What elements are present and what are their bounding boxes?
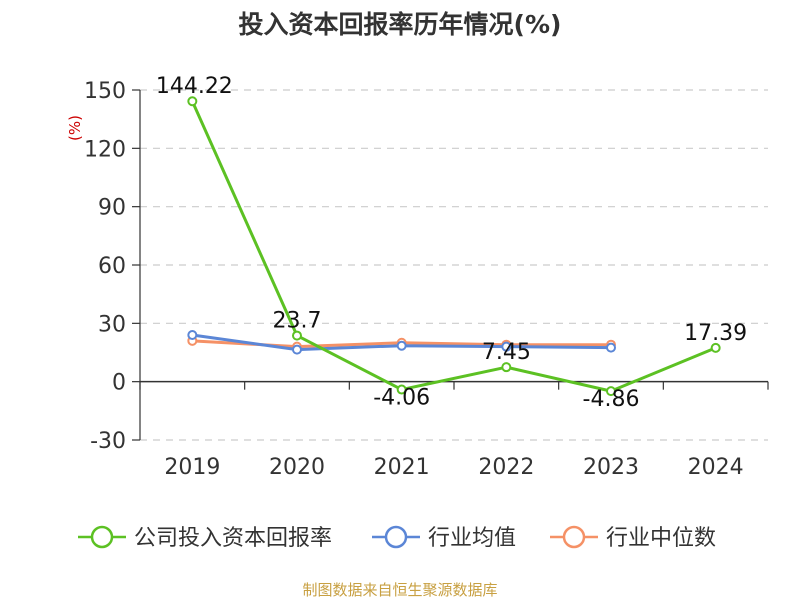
- legend-item[interactable]: 行业中位数: [550, 525, 716, 551]
- series-group: [187, 96, 721, 397]
- data-point: [396, 340, 407, 351]
- data-labels: 144.22 23.7 -4.06 7.45 -4.86 17.39: [156, 74, 747, 412]
- legend-label: 行业中位数: [606, 526, 716, 551]
- series-line: [190, 100, 717, 393]
- legend-label: 公司投入资本回报率: [134, 526, 332, 551]
- y-tick-label: 0: [112, 371, 126, 396]
- source-note: 制图数据来自恒生聚源数据库: [302, 581, 497, 599]
- legend-swatch-marker: [90, 525, 114, 549]
- data-point: [606, 386, 616, 397]
- x-tick-label: 2019: [164, 455, 220, 480]
- data-label: 23.7: [273, 309, 322, 334]
- y-axis-label: (%): [66, 115, 84, 141]
- x-tick-label: 2020: [269, 455, 325, 480]
- data-label: -4.86: [583, 387, 640, 412]
- x-tick-label: 2024: [688, 455, 744, 480]
- x-tick-label: 2021: [374, 455, 430, 480]
- data-point: [501, 362, 512, 373]
- axes: 150 120 90 60 30 0 -30 2019 2020 2021 2022 2023 2024: [84, 79, 769, 480]
- legend-swatch-marker: [384, 525, 408, 549]
- x-tick-label: 2023: [583, 455, 639, 480]
- legend-item[interactable]: 公司投入资本回报率: [78, 525, 332, 551]
- data-point: [187, 96, 198, 107]
- legend-item[interactable]: 行业均值: [372, 525, 516, 551]
- data-point: [292, 330, 302, 341]
- y-tick-label: 120: [84, 137, 126, 162]
- data-point: [501, 341, 512, 352]
- x-tick-label: 2022: [478, 455, 534, 480]
- grid-lines: [140, 89, 768, 441]
- chart-title: 投入资本回报率历年情况(%): [239, 10, 562, 39]
- data-label: 17.39: [684, 321, 747, 346]
- legend-label: 行业均值: [428, 526, 516, 551]
- legend[interactable]: 公司投入资本回报率 行业均值 行业中位数: [78, 525, 716, 551]
- y-tick-label: 30: [98, 312, 126, 337]
- data-point: [187, 330, 198, 340]
- data-point: [710, 342, 721, 353]
- data-point: [606, 342, 616, 353]
- data-point: [292, 344, 302, 355]
- y-tick-label: 60: [98, 254, 126, 279]
- y-tick-label: -30: [90, 429, 126, 454]
- legend-swatch-marker: [562, 525, 586, 549]
- data-label: -4.06: [373, 386, 430, 411]
- y-tick-label: 150: [84, 79, 126, 104]
- data-label: 7.45: [482, 340, 531, 365]
- y-tick-label: 90: [98, 196, 126, 221]
- data-label: 144.22: [156, 74, 233, 99]
- data-point: [396, 384, 407, 395]
